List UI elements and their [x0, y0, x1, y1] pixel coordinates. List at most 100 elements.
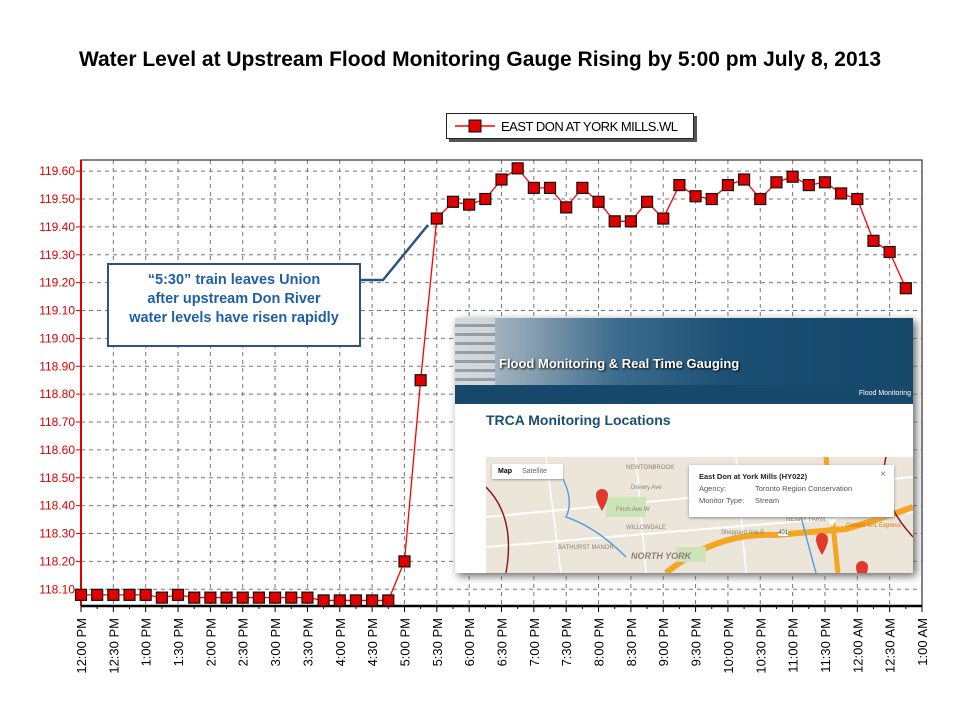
data-point — [657, 212, 670, 225]
data-point — [155, 591, 168, 604]
data-point — [721, 178, 735, 192]
x-tick-label: 8:00 PM — [592, 618, 607, 666]
website-screenshot-inset: Flood Monitoring & Real Time Gauging Flo… — [455, 318, 913, 573]
close-icon[interactable]: × — [880, 469, 886, 480]
callout-line: “5:30” train leaves Union — [147, 272, 321, 288]
data-point — [689, 190, 702, 203]
y-tick-label: 118.50 — [39, 471, 75, 485]
data-point — [883, 245, 896, 259]
data-point — [737, 173, 751, 186]
callout-line: after upstream Don River — [147, 291, 321, 307]
x-tick-label: 1:00 PM — [139, 618, 154, 666]
map-label: BATHURST MANOR — [558, 545, 614, 551]
nav-link-flood-monitoring[interactable]: Flood Monitoring — [858, 390, 911, 397]
data-point — [446, 195, 460, 208]
x-tick-label: 4:30 PM — [365, 618, 380, 666]
data-point — [171, 588, 185, 601]
data-point — [770, 176, 783, 189]
x-tick-label: 12:00 PM — [74, 618, 89, 674]
callout-annotation: “5:30” train leaves Union after upstream… — [107, 263, 361, 347]
data-point — [624, 215, 637, 228]
x-tick-label: 10:30 PM — [753, 618, 768, 674]
x-tick-label: 12:30 AM — [883, 618, 898, 673]
data-point — [705, 192, 718, 206]
x-tick-label: 1:30 PM — [171, 618, 186, 666]
data-point — [317, 594, 330, 607]
data-point — [333, 594, 346, 607]
data-point — [754, 192, 767, 206]
data-point — [867, 234, 880, 247]
data-point — [511, 162, 524, 175]
y-tick-label: 119.00 — [39, 331, 75, 345]
y-tick-labels: 118.10 118.20 118.30 118.40 118.50 118.60 118.… — [39, 164, 75, 596]
data-point — [91, 588, 104, 601]
map-label: WILLOWDALE — [626, 525, 667, 531]
x-tick-label: 4:00 PM — [333, 618, 348, 666]
map-label: NORTH YORK — [631, 551, 692, 561]
agency-label: Agency: — [699, 484, 727, 493]
map-label: HENRY FARM — [786, 517, 826, 523]
data-point — [301, 591, 314, 604]
data-point — [204, 591, 217, 604]
data-point — [236, 591, 249, 604]
data-point — [899, 282, 912, 295]
banner-image — [455, 318, 495, 385]
data-point — [786, 170, 799, 183]
x-tick-label: 3:00 PM — [268, 618, 283, 666]
legend: EAST DON AT YORK MILLS.WL — [446, 113, 694, 139]
site-nav: Flood Monitoring — [455, 385, 913, 404]
data-point — [543, 181, 557, 194]
y-tick-label: 118.10 — [39, 582, 75, 596]
y-tick-label: 118.60 — [39, 443, 75, 457]
y-tick-label: 118.90 — [39, 359, 75, 373]
map-pin-icon — [596, 489, 608, 511]
y-tick-label: 118.30 — [39, 527, 75, 541]
x-tick-label: 7:00 PM — [527, 618, 542, 666]
data-point — [414, 374, 427, 387]
data-point — [851, 192, 864, 206]
y-tick-label: 118.20 — [39, 554, 75, 568]
monitor-type-label: Monitor Type: — [699, 496, 745, 505]
data-point — [463, 198, 476, 211]
data-point — [640, 195, 654, 208]
page-heading: TRCA Monitoring Locations — [486, 412, 671, 428]
data-point — [818, 176, 832, 189]
data-point — [592, 195, 605, 208]
map-pin-icon — [816, 533, 828, 555]
x-tick-label: 8:30 PM — [624, 618, 639, 666]
y-tick-label: 119.40 — [39, 220, 75, 234]
agency-value: Toronto Region Conservation — [755, 484, 853, 493]
legend-label: EAST DON AT YORK MILLS.WL — [501, 118, 678, 134]
data-point — [220, 591, 233, 604]
y-tick-label: 119.30 — [39, 248, 75, 262]
map-label: Finch Ave W — [616, 507, 650, 513]
x-tick-label: 6:00 PM — [462, 618, 477, 666]
data-point — [802, 178, 815, 192]
x-tick-label: 2:30 PM — [236, 618, 251, 666]
x-tick-label: 1:00 AM — [915, 618, 930, 666]
data-point — [398, 555, 411, 568]
data-point — [268, 591, 282, 604]
y-tick-label: 119.10 — [39, 304, 75, 318]
series-line — [81, 167, 907, 602]
map-label: Sheppard Ave E — [721, 530, 765, 536]
map-label: NEWTONBROOK — [626, 465, 675, 471]
x-tick-label: 11:00 PM — [786, 618, 801, 673]
data-point — [285, 591, 298, 604]
x-tick-label: 11:30 PM — [818, 618, 833, 673]
y-tick-label: 118.70 — [39, 415, 75, 429]
tab-map[interactable]: Map — [498, 468, 512, 475]
x-tick-labels: 12:00 PM 12:30 PM 1:00 PM 1:30 PM 2:00 PM 2:3… — [74, 618, 930, 674]
x-tick-label: 3:30 PM — [300, 618, 315, 666]
data-point — [495, 173, 508, 186]
data-point — [479, 192, 492, 206]
data-point — [382, 594, 395, 607]
x-tick-label: 12:30 PM — [106, 618, 121, 674]
data-point — [123, 588, 136, 601]
data-point — [139, 588, 152, 601]
map-pin-icon — [856, 561, 868, 573]
tab-satellite[interactable]: Satellite — [522, 468, 547, 475]
map[interactable]: NEWTONBROOK Drewry Ave Finch Ave W WILLO… — [486, 457, 913, 573]
y-tick-label: 118.40 — [39, 499, 75, 513]
data-point — [560, 201, 573, 214]
